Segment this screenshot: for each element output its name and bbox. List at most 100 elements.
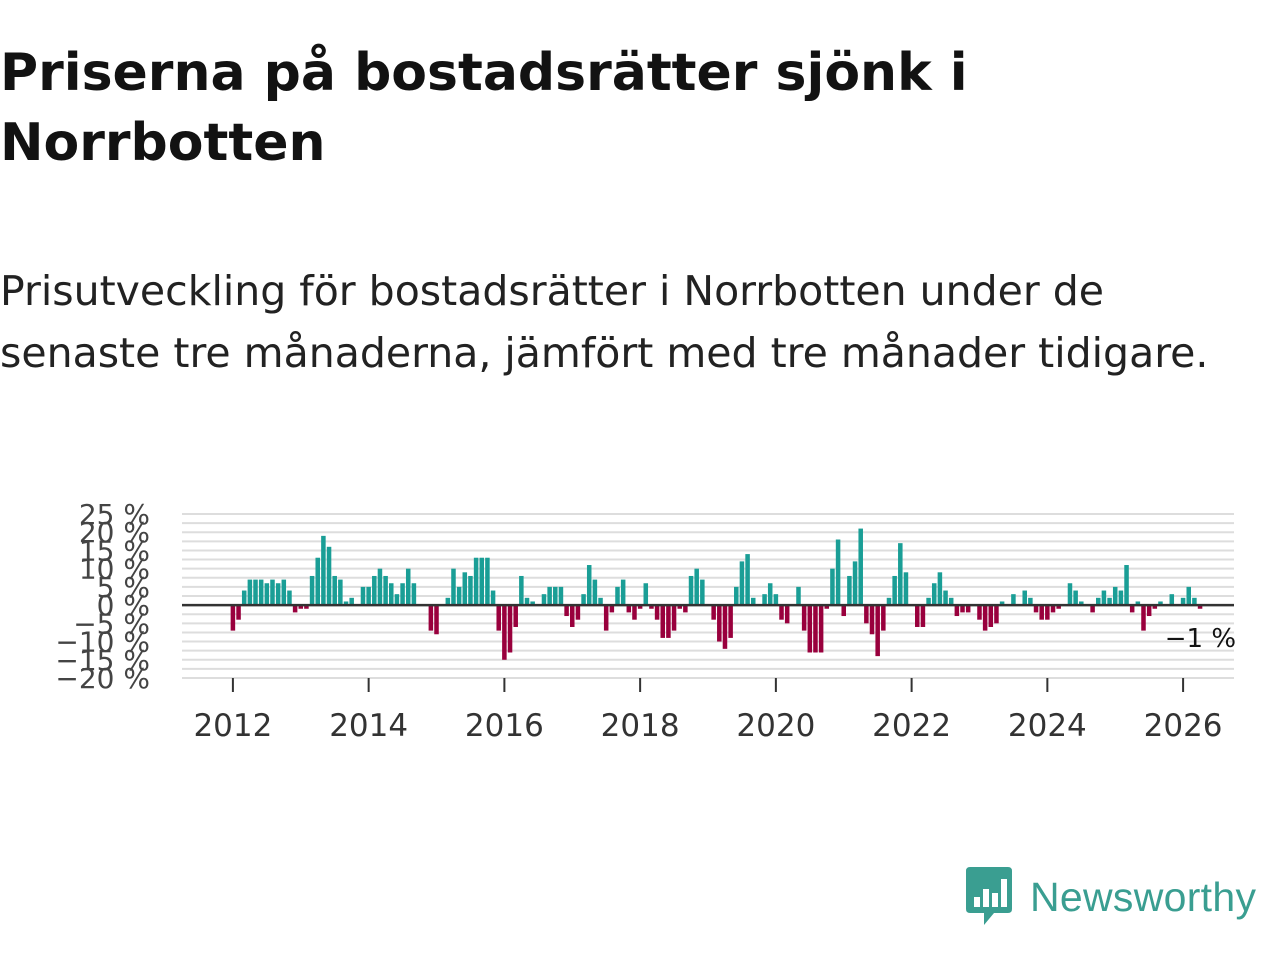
y-tick-label: −10 % bbox=[55, 626, 150, 659]
bar bbox=[309, 575, 315, 606]
bar bbox=[462, 572, 468, 606]
bar bbox=[796, 586, 801, 606]
bar bbox=[1067, 583, 1073, 606]
bar bbox=[801, 605, 807, 631]
bar bbox=[411, 583, 417, 606]
bar bbox=[926, 597, 931, 606]
bar bbox=[1192, 597, 1197, 606]
bar bbox=[1197, 605, 1203, 609]
bar bbox=[485, 557, 490, 606]
bar bbox=[915, 605, 920, 627]
bar bbox=[762, 594, 767, 606]
bar bbox=[739, 561, 745, 606]
bar bbox=[960, 605, 965, 613]
y-tick-label: −5 % bbox=[73, 607, 150, 640]
bar bbox=[519, 575, 524, 606]
bar bbox=[264, 583, 270, 606]
bar bbox=[468, 575, 473, 606]
bar bbox=[784, 605, 790, 624]
bar bbox=[547, 586, 552, 606]
bar bbox=[575, 605, 581, 620]
bar bbox=[1056, 605, 1061, 609]
bar bbox=[343, 601, 349, 606]
bar bbox=[745, 554, 750, 606]
bar bbox=[1011, 594, 1016, 606]
bar bbox=[434, 605, 439, 635]
bar bbox=[830, 568, 835, 606]
bar bbox=[570, 605, 575, 627]
bar bbox=[632, 605, 637, 620]
bar bbox=[332, 575, 337, 606]
bar bbox=[824, 605, 830, 609]
bar bbox=[389, 583, 394, 606]
bar bbox=[490, 590, 496, 606]
latest-value-label: −1 % bbox=[1165, 624, 1236, 654]
bars bbox=[230, 528, 1203, 660]
bar bbox=[1045, 605, 1050, 620]
bar bbox=[1033, 605, 1039, 613]
bar bbox=[400, 583, 405, 606]
bar bbox=[1186, 586, 1192, 606]
bar bbox=[999, 601, 1005, 606]
bar bbox=[372, 575, 377, 606]
x-tick-label: 2020 bbox=[736, 708, 815, 744]
bar bbox=[287, 590, 292, 606]
bar bbox=[677, 605, 682, 609]
bar bbox=[898, 543, 903, 606]
bar bbox=[1129, 605, 1135, 613]
newsworthy-logo-icon bbox=[966, 867, 1012, 925]
bar bbox=[818, 605, 824, 653]
bar bbox=[892, 575, 897, 606]
bar bbox=[247, 579, 253, 606]
bar bbox=[734, 586, 739, 606]
bar bbox=[553, 586, 558, 606]
bar bbox=[383, 575, 388, 606]
bar bbox=[405, 568, 411, 606]
bar bbox=[360, 586, 366, 606]
page-subtitle: Prisutveckling för bostadsrätter i Norrb… bbox=[0, 267, 1209, 377]
bar bbox=[864, 605, 869, 624]
bar bbox=[275, 583, 281, 606]
axes bbox=[182, 603, 1234, 692]
bar bbox=[722, 605, 728, 649]
y-tick-label: −20 % bbox=[55, 662, 150, 695]
bar bbox=[513, 605, 518, 627]
bar bbox=[779, 605, 784, 620]
y-tick-label: −15 % bbox=[55, 644, 150, 677]
bar bbox=[603, 605, 609, 631]
bar bbox=[666, 605, 671, 638]
bar bbox=[236, 605, 241, 620]
bar bbox=[649, 605, 654, 609]
bar bbox=[750, 597, 756, 606]
bar bbox=[1124, 565, 1129, 606]
bar bbox=[366, 586, 371, 606]
bar bbox=[643, 583, 649, 606]
bar bbox=[615, 586, 620, 606]
bar bbox=[881, 605, 886, 631]
bar bbox=[717, 605, 722, 642]
bar bbox=[694, 568, 699, 606]
bar bbox=[858, 528, 863, 606]
bar bbox=[598, 597, 603, 606]
bar bbox=[937, 572, 943, 606]
bar bbox=[711, 605, 716, 620]
x-tick-label: 2014 bbox=[329, 708, 408, 744]
y-tick-label: 0 % bbox=[97, 589, 150, 622]
bar bbox=[507, 605, 513, 653]
bar bbox=[281, 579, 287, 606]
bar bbox=[767, 583, 773, 606]
bar bbox=[965, 605, 971, 613]
bar bbox=[1146, 605, 1152, 617]
brand-name: Newsworthy bbox=[1030, 873, 1257, 920]
y-tick-label: 20 % bbox=[79, 516, 150, 549]
y-tick-label: 25 % bbox=[79, 498, 150, 531]
bar bbox=[473, 557, 479, 606]
bar bbox=[1169, 594, 1175, 606]
bar bbox=[496, 605, 501, 631]
bar bbox=[807, 605, 813, 653]
bar bbox=[1101, 590, 1107, 606]
bar bbox=[700, 579, 705, 606]
x-tick-label: 2026 bbox=[1144, 708, 1223, 744]
bar bbox=[258, 579, 264, 606]
bar bbox=[841, 605, 846, 617]
